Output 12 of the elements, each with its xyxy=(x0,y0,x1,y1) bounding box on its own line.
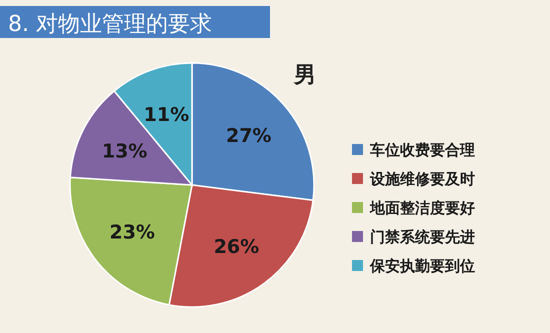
data-label: 13% xyxy=(102,140,148,163)
legend-label: 门禁系统要先进 xyxy=(370,228,475,246)
data-label: 26% xyxy=(214,236,260,258)
data-label: 23% xyxy=(109,221,155,244)
chart-title: 8. 对物业管理的要求 xyxy=(8,12,212,37)
legend-label: 设施维修要及时 xyxy=(369,170,475,188)
legend-label: 地面整洁度要好 xyxy=(369,199,475,217)
chart-subtitle: 男 xyxy=(293,63,316,88)
legend-label: 保安执勤要到位 xyxy=(369,257,475,275)
data-label: 27% xyxy=(226,124,272,147)
legend-label: 车位收费要合理 xyxy=(369,141,475,159)
data-label: 11% xyxy=(144,104,190,126)
